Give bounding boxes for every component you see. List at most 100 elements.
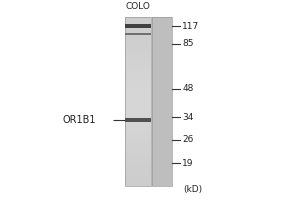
Bar (124, 31, 152, 33)
Bar (124, 106, 152, 107)
Text: 19: 19 (182, 159, 194, 168)
Bar (124, 163, 152, 165)
Bar (124, 149, 152, 151)
Bar (124, 152, 152, 153)
Bar (124, 151, 152, 152)
Bar (124, 158, 152, 159)
Bar (124, 117, 152, 118)
Bar (124, 160, 152, 162)
Bar (124, 107, 152, 108)
Text: 26: 26 (182, 135, 194, 144)
Bar (124, 128, 152, 129)
Bar (124, 55, 152, 57)
Bar (124, 19, 152, 20)
Bar (124, 99, 152, 100)
Bar (124, 51, 152, 52)
Bar (124, 97, 152, 99)
Bar (124, 24, 152, 26)
Bar (124, 83, 152, 85)
Bar (124, 30, 152, 31)
Bar (124, 96, 152, 97)
Bar (124, 48, 152, 50)
Bar (124, 20, 152, 21)
Bar (124, 142, 152, 144)
Bar (124, 121, 152, 122)
Bar (124, 174, 152, 176)
Bar (124, 17, 152, 186)
Bar (124, 85, 152, 86)
Bar (124, 58, 152, 59)
Bar (124, 52, 152, 54)
Bar (124, 136, 152, 138)
Bar (124, 122, 152, 124)
Bar (124, 162, 152, 163)
Bar (124, 179, 152, 180)
Bar (124, 75, 152, 76)
Bar (124, 21, 152, 23)
Bar (124, 176, 152, 177)
Bar (124, 66, 152, 68)
Bar (124, 27, 152, 28)
Bar (124, 94, 152, 96)
Text: OR1B1: OR1B1 (63, 115, 96, 125)
Bar (152, 17, 172, 186)
Bar (124, 153, 152, 155)
Bar (124, 177, 152, 179)
Bar (124, 64, 152, 65)
Bar (124, 156, 152, 158)
Bar (124, 71, 152, 72)
Bar (124, 17, 152, 19)
Bar (124, 54, 152, 55)
Bar (124, 181, 152, 183)
Bar (124, 41, 152, 42)
Bar (124, 86, 152, 87)
Text: 117: 117 (182, 22, 200, 31)
Bar (124, 118, 152, 120)
Text: 48: 48 (182, 84, 194, 93)
Bar (124, 111, 152, 113)
Bar (124, 184, 152, 186)
Bar (124, 80, 152, 82)
Bar (124, 135, 152, 136)
Bar (124, 145, 152, 146)
Bar (124, 108, 152, 110)
Bar (124, 28, 152, 30)
Bar (124, 183, 152, 184)
Bar (124, 92, 152, 93)
Bar (124, 44, 152, 45)
Bar (124, 125, 152, 127)
Bar (124, 114, 152, 115)
Bar (124, 134, 152, 135)
Bar (124, 50, 152, 51)
Bar (124, 82, 152, 83)
Bar (124, 61, 152, 62)
Bar (124, 172, 152, 173)
Text: 34: 34 (182, 113, 194, 122)
Bar (124, 73, 152, 75)
Bar (124, 62, 152, 64)
Text: (kD): (kD) (183, 185, 202, 194)
Bar (124, 78, 152, 79)
Bar (124, 144, 152, 145)
Bar (124, 33, 152, 34)
Bar (124, 68, 152, 69)
Bar (124, 138, 152, 139)
Bar (124, 59, 152, 61)
Bar (124, 76, 152, 78)
Bar (124, 120, 152, 121)
Bar (124, 37, 152, 38)
Bar (152, 17, 172, 186)
Bar (124, 110, 152, 111)
Text: COLO: COLO (126, 2, 151, 11)
Bar (124, 35, 152, 37)
Bar (124, 113, 152, 114)
Bar (124, 23, 152, 24)
Bar (124, 127, 152, 128)
Bar (124, 93, 152, 94)
Bar (124, 180, 152, 181)
Bar (124, 57, 152, 58)
Bar (124, 131, 152, 132)
Bar (124, 159, 152, 160)
Bar (124, 26, 152, 27)
Bar (124, 100, 152, 101)
